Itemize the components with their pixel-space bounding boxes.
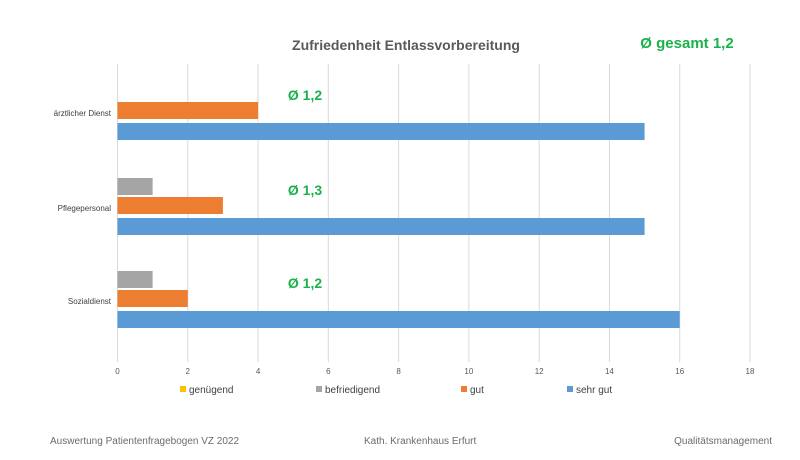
x-tick-label: 8 xyxy=(396,367,401,376)
legend-label-sehr-gut: sehr gut xyxy=(576,385,612,396)
average-labels: Ø 1,2 Ø 1,3 Ø 1,2 xyxy=(288,87,322,291)
bar-arztlicher-dienst-gut xyxy=(117,102,259,119)
legend-label-befriedigend: befriedigend xyxy=(325,385,380,396)
overall-average: Ø gesamt 1,2 xyxy=(640,35,733,52)
category-label: Pflegepersonal xyxy=(58,204,112,213)
bar-pflegepersonal-gut xyxy=(117,197,223,214)
bar-sozialdienst-sehr-gut xyxy=(117,311,680,328)
bar-pflegepersonal-befriedigend xyxy=(117,178,153,195)
x-tick-label: 0 xyxy=(115,367,120,376)
bar-pflegepersonal-sehr-gut xyxy=(117,218,645,235)
x-tick-label: 14 xyxy=(605,367,614,376)
legend-swatch-gut xyxy=(461,386,467,392)
bar-sozialdienst-befriedigend xyxy=(117,271,153,288)
chart-title: Zufriedenheit Entlassvorbereitung xyxy=(292,37,520,53)
bar-arztlicher-dienst-sehr-gut xyxy=(117,123,645,140)
bars xyxy=(117,102,680,328)
footer-center: Kath. Krankenhaus Erfurt xyxy=(364,436,477,447)
x-tick-label: 6 xyxy=(326,367,331,376)
x-tick-label: 4 xyxy=(256,367,261,376)
average-label: Ø 1,2 xyxy=(288,87,322,103)
footer-right: Qualitätsmanagement xyxy=(674,436,772,447)
average-label: Ø 1,2 xyxy=(288,275,322,291)
x-tick-label: 18 xyxy=(746,367,755,376)
average-label: Ø 1,3 xyxy=(288,182,322,198)
legend-label-genugend: genügend xyxy=(189,385,234,396)
x-tick-label: 12 xyxy=(535,367,544,376)
x-tick-label: 10 xyxy=(464,367,473,376)
legend-swatch-befriedigend xyxy=(316,386,322,392)
legend: genügend befriedigend gut sehr gut xyxy=(180,385,612,396)
x-tick-label: 2 xyxy=(186,367,191,376)
category-label: ärztlicher Dienst xyxy=(54,109,112,118)
legend-swatch-sehr-gut xyxy=(567,386,573,392)
footer-left: Auswertung Patientenfragebogen VZ 2022 xyxy=(50,436,240,447)
bar-sozialdienst-gut xyxy=(117,290,188,307)
legend-swatch-genugend xyxy=(180,386,186,392)
legend-label-gut: gut xyxy=(470,385,484,396)
category-label: Sozialdienst xyxy=(68,297,112,306)
x-axis-ticks: 0 2 4 6 8 10 12 14 16 18 xyxy=(115,367,755,376)
category-labels: ärztlicher Dienst Pflegepersonal Sozialdie… xyxy=(54,109,112,306)
x-tick-label: 16 xyxy=(675,367,684,376)
